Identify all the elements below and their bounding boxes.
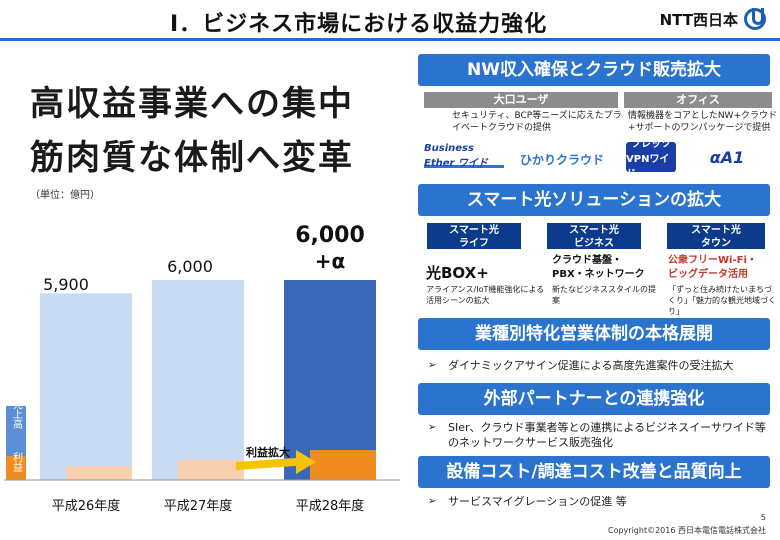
page-title: Ⅰ．ビジネス市場における収益力強化 (170, 12, 548, 37)
tab-smart-life: スマート光 ライフ (426, 222, 522, 250)
bar-sales-1 (40, 293, 132, 480)
data-label-3-plus: +α (315, 249, 346, 273)
legend-sales-label: 売上高 (11, 398, 23, 430)
flets-logo-bottom: VPNワイド (626, 153, 670, 180)
banner-nw-cloud: NW収入確保とクラウド販売拡大 (418, 54, 770, 86)
col-large-users-desc: セキュリティ、BCP等ニーズに応えたプライベートクラウドの提供 (452, 111, 622, 133)
x-tick-3: 平成28年度 (296, 498, 365, 514)
banner-cost: 設備コスト/調達コスト改善と品質向上 (418, 456, 770, 488)
flets-vpn-logo: フレッツ VPNワイド (626, 139, 676, 180)
business-note: 新たなビジネススタイルの提案 (552, 285, 656, 305)
data-label-3: 6,000 (295, 223, 365, 248)
hikari-cloud-logo: ひかりクラウド (519, 152, 604, 167)
data-label-2: 6,000 (167, 257, 213, 276)
bar-profit-3 (310, 450, 376, 480)
col-office-title: オフィス (624, 92, 772, 108)
unit-label: （単位：億円） (30, 190, 100, 201)
flets-logo-top: フレッツ (631, 138, 671, 150)
town-product: 公衆フリーWi-Fi・ ビッグデータ活用 (668, 255, 757, 280)
hikari-box-product: 光BOX+ (426, 264, 489, 282)
bullet-cost: サービスマイグレーションの促進 等 (426, 494, 627, 509)
profit-arrow-icon (236, 450, 316, 474)
bullet-industry-sales: ダイナミックアサイン促進による高度先進案件の受注拡大 (426, 358, 733, 373)
bar-profit-2 (178, 460, 244, 480)
bullet-partner: SIer、クラウド事業者等との連携によるビジネスイーサワイド等のネットワークサー… (426, 420, 766, 450)
col-office-desc: 情報機器をコアとしたNW+クラウド+サポートのワンパッケージで提供 (628, 111, 777, 133)
copyright: Copyright©2016 西日本電信電話株式会社 (608, 526, 766, 535)
tab-smart-business-label: スマート光 ビジネス (569, 225, 619, 249)
tab-smart-town: スマート光 タウン (666, 222, 766, 250)
banner-industry-sales: 業種別特化営業体制の本格展開 (418, 318, 770, 350)
bar-sales-2 (152, 280, 244, 480)
business-ether-logo: Business Ether ワイド (424, 143, 504, 169)
logo-text: NTT西日本 (659, 10, 738, 29)
bar-profit-1 (66, 466, 132, 480)
legend-profit-swatch (6, 456, 26, 480)
banner-smart-hikari: スマート光ソリューションの拡大 (418, 184, 770, 216)
headline-2: 筋肉質な体制へ変革 (30, 138, 354, 178)
headline-1: 高収益事業への集中 (30, 84, 354, 124)
x-tick-2: 平成27年度 (164, 498, 233, 514)
company-logo: NTT西日本 (660, 8, 766, 30)
data-label-1: 5,900 (43, 275, 89, 294)
ntt-logo-icon (744, 8, 766, 30)
x-tick-1: 平成26年度 (52, 498, 121, 514)
page-number: 5 (760, 513, 766, 522)
banner-partner: 外部パートナーとの連携強化 (418, 383, 770, 415)
life-note: アライアンス/IoT機能強化による活用シーンの拡大 (426, 285, 545, 305)
tab-smart-town-label: スマート光 タウン (691, 225, 741, 249)
bar-sales-3 (284, 280, 376, 480)
alpha-a1-logo: αA1 (709, 147, 745, 167)
business-product: クラウド基盤・ PBX・ネットワーク (552, 255, 645, 280)
annotation-label: 利益拡大 (246, 445, 290, 459)
tab-smart-life-label: スマート光 ライフ (449, 225, 499, 249)
legend-profit-label: 利益 (11, 452, 23, 472)
legend-sales-swatch (6, 406, 26, 456)
col-large-users-title: 大口ユーザ (424, 92, 618, 108)
header-divider (0, 38, 780, 41)
town-note: 「ずっと住み続けたいまちづくり」「魅力的な観光地域づくり」 (668, 285, 776, 316)
tab-smart-business: スマート光 ビジネス (546, 222, 642, 250)
